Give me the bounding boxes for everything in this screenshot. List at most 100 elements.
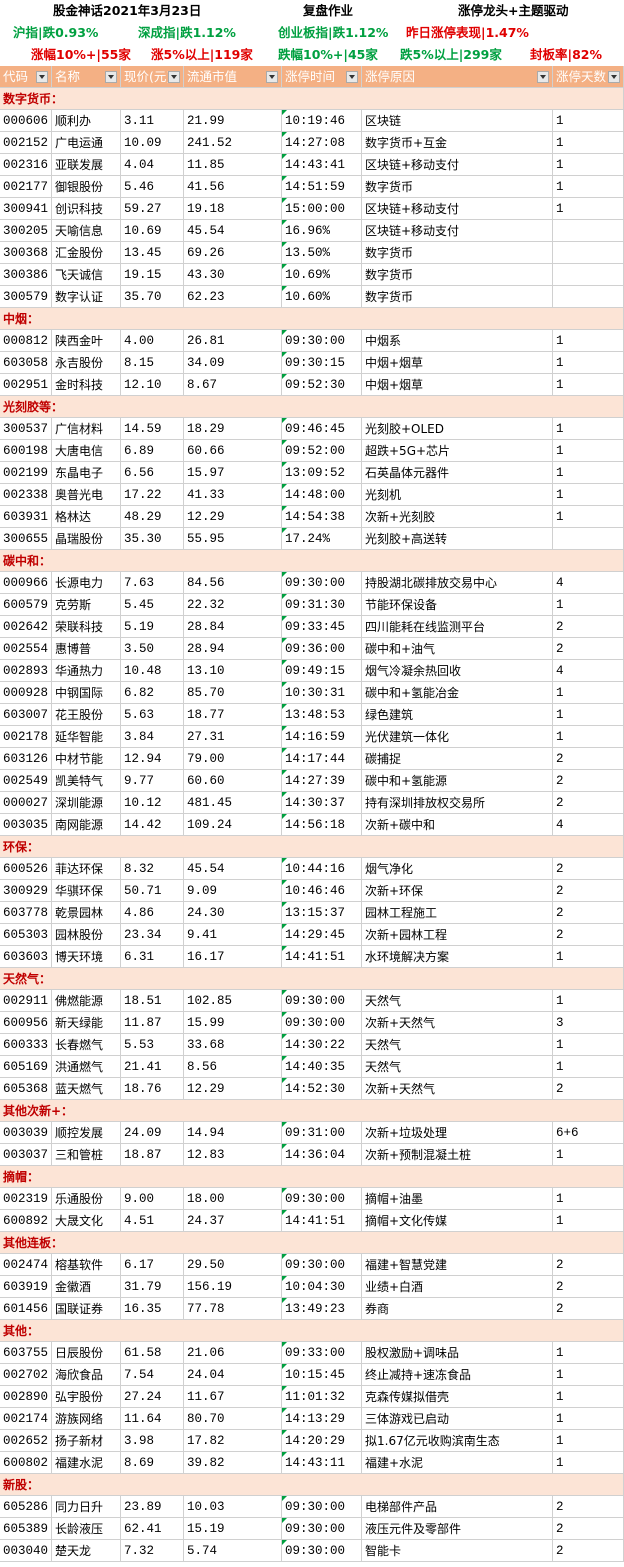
cell: 1 <box>553 198 624 220</box>
cell: 19.15 <box>121 264 184 286</box>
cell: 天然气 <box>362 1056 553 1078</box>
filter-button[interactable] <box>168 71 180 83</box>
cell: 21.06 <box>184 1342 282 1364</box>
cell: 光伏建筑一体化 <box>362 726 553 748</box>
cell: 终止减持+速冻食品 <box>362 1364 553 1386</box>
cell: 002177 <box>0 176 52 198</box>
cell: 603603 <box>0 946 52 968</box>
cell: 区块链+移动支付 <box>362 198 553 220</box>
cell: 洪通燃气 <box>52 1056 121 1078</box>
cell: 10.69% <box>282 264 362 286</box>
cell: 1 <box>553 1188 624 1210</box>
cell: 5.53 <box>121 1034 184 1056</box>
filter-button[interactable] <box>266 71 278 83</box>
cell: 50.71 <box>121 880 184 902</box>
cell: 光刻机 <box>362 484 553 506</box>
cell: 14:41:51 <box>282 946 362 968</box>
cell: 8.32 <box>121 858 184 880</box>
cell: 次新+园林工程 <box>362 924 553 946</box>
cell: 飞天诚信 <box>52 264 121 286</box>
cell: 600333 <box>0 1034 52 1056</box>
cell: 09:30:00 <box>282 1540 362 1562</box>
cell: 002319 <box>0 1188 52 1210</box>
cell: 14:52:30 <box>282 1078 362 1100</box>
cell: 2 <box>553 792 624 814</box>
cell: 21.99 <box>184 110 282 132</box>
cell: 14:27:08 <box>282 132 362 154</box>
cell: 12.10 <box>121 374 184 396</box>
filter-button[interactable] <box>36 71 48 83</box>
cell: 电梯部件产品 <box>362 1496 553 1518</box>
cell: 游族网络 <box>52 1408 121 1430</box>
cell: 金时科技 <box>52 374 121 396</box>
section-header: 环保： <box>0 836 624 858</box>
cell: 延华智能 <box>52 726 121 748</box>
cell: 7.54 <box>121 1364 184 1386</box>
cell: 天喻信息 <box>52 220 121 242</box>
cell <box>553 242 624 264</box>
cell: 603007 <box>0 704 52 726</box>
cell: 1 <box>553 1034 624 1056</box>
cell: 区块链+移动支付 <box>362 220 553 242</box>
cell: 2 <box>553 1276 624 1298</box>
cell: 84.56 <box>184 572 282 594</box>
cell: 绿色建筑 <box>362 704 553 726</box>
cell: 4 <box>553 572 624 594</box>
cell: 水环境解决方案 <box>362 946 553 968</box>
cell: 35.30 <box>121 528 184 550</box>
cell: 156.19 <box>184 1276 282 1298</box>
cell: 1 <box>553 506 624 528</box>
cell: 2 <box>553 1298 624 1320</box>
cell: 9.09 <box>184 880 282 902</box>
cell: 次新+垃圾处理 <box>362 1122 553 1144</box>
cell: 13.10 <box>184 660 282 682</box>
cell: 2 <box>553 1254 624 1276</box>
cell: 34.09 <box>184 352 282 374</box>
cell: 28.94 <box>184 638 282 660</box>
cell: 600892 <box>0 1210 52 1232</box>
cell: 4.04 <box>121 154 184 176</box>
cell: 1 <box>553 1386 624 1408</box>
cell: 三体游戏已启动 <box>362 1408 553 1430</box>
cell: 000606 <box>0 110 52 132</box>
filter-button[interactable] <box>537 71 549 83</box>
cell: 11.64 <box>121 1408 184 1430</box>
index-stat: 沪指|跌0.93% <box>13 25 99 40</box>
cell: 605286 <box>0 1496 52 1518</box>
cell: 榕基软件 <box>52 1254 121 1276</box>
cell: 顺控发展 <box>52 1122 121 1144</box>
cell: 东晶电子 <box>52 462 121 484</box>
cell: 大晟文化 <box>52 1210 121 1232</box>
cell: 1 <box>553 1342 624 1364</box>
cell: 601456 <box>0 1298 52 1320</box>
cell: 1 <box>553 1144 624 1166</box>
cell: 59.27 <box>121 198 184 220</box>
cell: 4.86 <box>121 902 184 924</box>
cell: 2 <box>553 902 624 924</box>
cell: 300579 <box>0 286 52 308</box>
cell: 1 <box>553 1056 624 1078</box>
cell: 4 <box>553 814 624 836</box>
cell: 区块链 <box>362 110 553 132</box>
filter-button[interactable] <box>608 71 620 83</box>
cell: 24.30 <box>184 902 282 924</box>
filter-button[interactable] <box>346 71 358 83</box>
market-stat: 封板率|82% <box>530 47 602 62</box>
cell: 6.89 <box>121 440 184 462</box>
section-header: 中烟： <box>0 308 624 330</box>
cell: 002652 <box>0 1430 52 1452</box>
cell: 1 <box>553 440 624 462</box>
cell: 14:27:39 <box>282 770 362 792</box>
section-header: 新股： <box>0 1474 624 1496</box>
cell: 9.00 <box>121 1188 184 1210</box>
cell: 10.60% <box>282 286 362 308</box>
cell: 24.04 <box>184 1364 282 1386</box>
cell: 13.50% <box>282 242 362 264</box>
cell: 61.58 <box>121 1342 184 1364</box>
filter-button[interactable] <box>105 71 117 83</box>
cell: 顺利办 <box>52 110 121 132</box>
cell: 300655 <box>0 528 52 550</box>
cell: 凯美特气 <box>52 770 121 792</box>
cell: 摘帽+文化传媒 <box>362 1210 553 1232</box>
index-stat: 深成指|跌1.12% <box>138 25 236 40</box>
